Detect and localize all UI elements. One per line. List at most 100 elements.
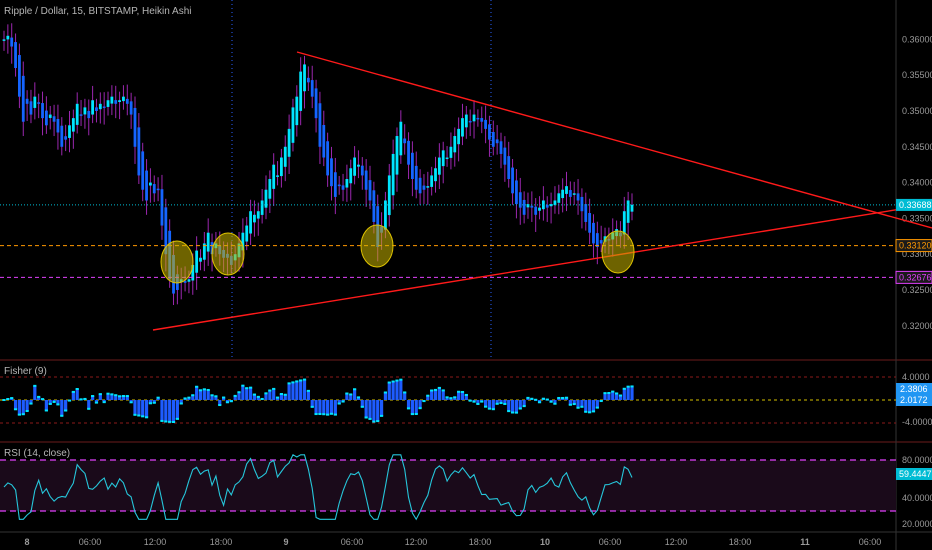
fisher-signal [171, 420, 176, 423]
candle-body [337, 184, 341, 187]
fisher-signal [453, 396, 457, 399]
fisher-signal [110, 393, 114, 396]
candle-body [102, 106, 106, 109]
fisher-signal [106, 392, 110, 395]
chart-title: Ripple / Dollar, 15, BITSTAMP, Heikin As… [4, 6, 192, 17]
fisher-signal [611, 390, 615, 393]
candle-body [580, 196, 584, 212]
fisher-bar [356, 397, 361, 400]
price-tag-box [895, 239, 932, 253]
price-tag-label: 0.32676 [899, 272, 932, 282]
fisher-signal [48, 402, 52, 405]
candle-body [79, 114, 83, 116]
candle-body [549, 204, 553, 207]
candle-body [445, 157, 449, 160]
fisher-signal [241, 384, 245, 387]
fisher-signal [133, 413, 137, 416]
fisher-signal [229, 400, 233, 403]
fisher-signal [588, 411, 592, 414]
fisher-bar [353, 389, 357, 400]
fisher-bar [283, 394, 287, 400]
fisher-signal [433, 388, 438, 391]
fisher-tag-label: 2.0172 [900, 395, 928, 405]
fisher-signal [607, 392, 611, 395]
candle-body [152, 184, 156, 194]
fisher-signal [248, 386, 253, 389]
candle-body [48, 114, 52, 118]
candle-body [125, 98, 129, 104]
fisher-signal [549, 400, 553, 403]
fisher-bar [225, 400, 230, 403]
fisher-bar [17, 400, 22, 415]
candle-body [568, 190, 572, 197]
fisher-signal [356, 396, 361, 399]
candle-body [534, 206, 538, 215]
candle-body [106, 100, 110, 107]
fisher-bar [603, 393, 607, 400]
candle-body [599, 240, 603, 244]
fisher-signal [514, 411, 519, 414]
candle-body [56, 118, 60, 133]
fisher-bar [195, 386, 199, 400]
fisher-signal [345, 392, 349, 395]
fisher-bar [364, 400, 368, 418]
fisher-signal [403, 391, 407, 394]
fisher-bar [445, 397, 449, 400]
fisher-bar [268, 390, 272, 400]
fisher-signal [618, 394, 623, 397]
fisher-bar [430, 390, 434, 400]
fisher-signal [464, 393, 468, 396]
price-tick-label: 0.32500 [902, 285, 932, 295]
fisher-signal [79, 398, 83, 401]
fisher-bar [13, 400, 18, 410]
candle-body [368, 180, 372, 201]
trendline [152, 203, 932, 331]
fisher-signal [534, 398, 538, 401]
candle-body [357, 164, 360, 167]
fisher-signal [364, 416, 368, 419]
candle-body [314, 88, 318, 119]
fisher-bar [441, 390, 445, 400]
fisher-signal [391, 380, 395, 383]
candle-body [272, 164, 276, 189]
fisher-signal [260, 397, 264, 400]
candle-body [68, 125, 71, 138]
fisher-bar [306, 390, 310, 400]
fisher-signal [13, 408, 18, 411]
candle-body [538, 207, 541, 211]
fisher-bar [588, 400, 592, 413]
candle-body [310, 80, 314, 97]
fisher-signal [326, 413, 330, 416]
candle-body [353, 157, 357, 176]
candle-body [291, 107, 295, 143]
candle-body [472, 114, 476, 122]
fisher-bar [287, 383, 291, 400]
candle-body [202, 243, 206, 260]
fisher-signal [383, 391, 388, 394]
fisher-signal [40, 398, 45, 401]
candle-body [210, 242, 214, 255]
fisher-signal [233, 394, 237, 397]
fisher-bar [152, 400, 156, 403]
price-tick-label: 0.35000 [902, 106, 932, 116]
fisher-bar [418, 400, 422, 409]
fisher-bar [510, 400, 515, 413]
fisher-bar [114, 395, 118, 400]
fisher-bar [507, 400, 511, 412]
fisher-signal [272, 387, 276, 390]
fisher-signal [437, 386, 441, 389]
candle-body [122, 96, 125, 102]
rsi-tag-box [896, 468, 932, 480]
candle-body [626, 200, 630, 223]
time-tick-label: 06:00 [599, 537, 622, 547]
fisher-signal [183, 397, 187, 400]
fisher-signal [472, 400, 476, 403]
candle-body [52, 116, 56, 122]
fisher-bar [25, 400, 29, 412]
candle-body [364, 170, 368, 190]
fisher-signal [114, 394, 118, 397]
fisher-signal [210, 394, 214, 397]
fisher-bar [333, 400, 337, 415]
